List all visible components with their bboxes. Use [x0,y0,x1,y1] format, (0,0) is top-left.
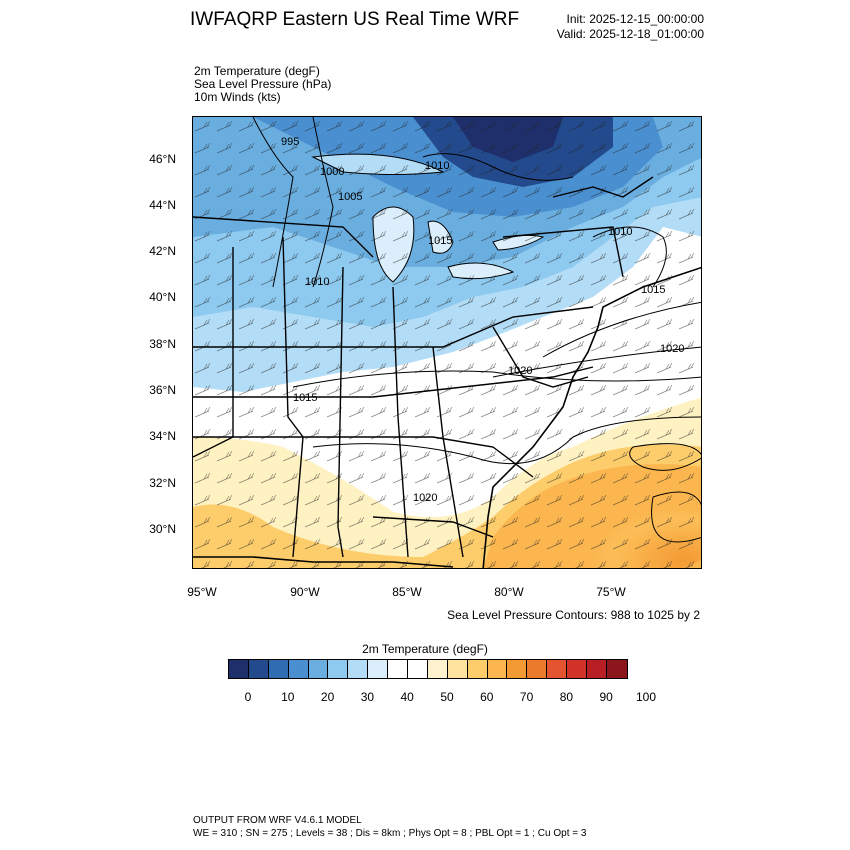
colorbar-swatch [288,660,309,678]
isobar-label: 1015 [641,284,665,296]
colorbar-tick-label: 80 [559,690,574,704]
latitude-label: 30°N [149,522,176,536]
colorbar-tick-label: 10 [281,690,295,704]
colorbar-swatch [507,660,528,678]
colorbar-swatch [467,660,488,678]
colorbar-tick-label: 20 [320,690,335,704]
colorbar-tick-label: 0 [244,690,252,704]
isobar-label: 1015 [293,392,317,404]
latitude-label: 46°N [149,152,176,166]
colorbar-title: 2m Temperature (degF) [362,642,488,656]
colorbar-swatch [229,660,249,678]
isobar-label: 1010 [425,160,449,172]
colorbar-tick-label: 100 [635,690,657,704]
chart-title: IWFAQRP Eastern US Real Time WRF [190,9,520,30]
longitude-label: 80°W [494,585,524,599]
colorbar-swatch [587,660,607,678]
colorbar-tick-label: 40 [400,690,414,704]
isobar-label: 1000 [320,166,344,178]
isobar-label: 1010 [608,226,632,238]
latitude-label: 34°N [149,429,176,443]
colorbar-swatch [567,660,588,678]
colorbar-swatch [328,660,349,678]
isobar-label: 1010 [305,276,329,288]
isobar-label: 995 [281,136,299,148]
colorbar-swatch [308,660,329,678]
init-time: Init: 2025-12-15_00:00:00 [566,12,704,26]
latitude-label: 42°N [149,244,176,258]
colorbar-tick-label: 60 [480,690,494,704]
isobar-label: 1015 [428,235,452,247]
model-config-line: WE = 310 ; SN = 275 ; Levels = 38 ; Dis … [193,828,587,839]
colorbar-tick-label: 90 [599,690,613,704]
colorbar-swatch [606,660,627,678]
layer-label-temperature: 2m Temperature (degF) [194,64,320,78]
colorbar-swatch [388,660,409,678]
colorbar-swatch [447,660,468,678]
colorbar-swatch [408,660,428,678]
isobar-label: 1020 [660,343,684,355]
colorbar-swatch [547,660,568,678]
colorbar-tick-label: 30 [360,690,375,704]
temperature-map: 995 1000 1005 1010 1015 1010 1010 1015 1020 1020 1… [193,117,701,568]
latitude-label: 36°N [149,383,176,397]
colorbar-tick-label: 50 [440,690,454,704]
model-output-line: OUTPUT FROM WRF V4.6.1 MODEL [193,815,362,826]
colorbar-swatch [427,660,448,678]
latitude-label: 32°N [149,476,176,490]
latitude-label: 38°N [149,337,176,351]
layer-label-winds: 10m Winds (kts) [194,90,281,104]
latitude-label: 44°N [149,198,176,212]
longitude-label: 95°W [187,585,217,599]
layer-label-pressure: Sea Level Pressure (hPa) [194,77,332,91]
temperature-colorbar [228,659,628,679]
latitude-label: 40°N [149,290,176,304]
colorbar-swatch [487,660,508,678]
colorbar-swatch [368,660,389,678]
colorbar-swatch [248,660,269,678]
isobar-label: 1020 [413,492,437,504]
slp-contour-note: Sea Level Pressure Contours: 988 to 1025… [447,608,700,622]
longitude-label: 85°W [392,585,422,599]
colorbar-swatch [268,660,289,678]
valid-time: Valid: 2025-12-18_01:00:00 [556,27,704,41]
isobar-label: 1005 [338,191,362,203]
colorbar-swatch [348,660,369,678]
map-panel: 995 1000 1005 1010 1015 1010 1010 1015 1020 1020 1… [192,116,702,569]
longitude-label: 75°W [596,585,626,599]
colorbar-swatch [527,660,548,678]
longitude-label: 90°W [290,585,320,599]
colorbar-tick-label: 70 [519,690,534,704]
isobar-label: 1020 [508,365,532,377]
